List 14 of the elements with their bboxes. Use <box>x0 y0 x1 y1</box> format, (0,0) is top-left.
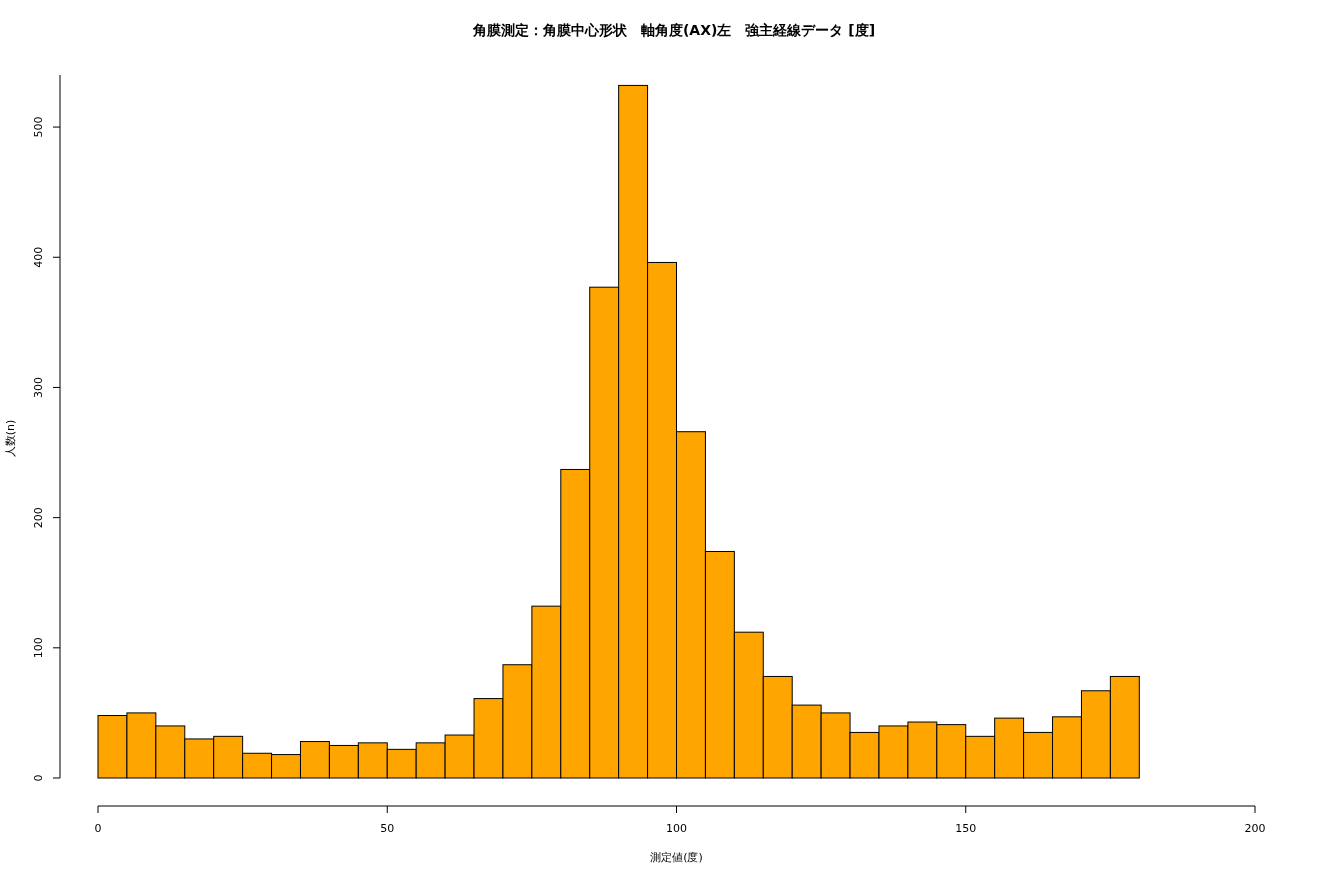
x-tick-label: 100 <box>666 822 687 835</box>
y-tick-label: 200 <box>32 507 45 529</box>
x-tick-label: 0 <box>94 822 102 835</box>
y-axis-title: 人数(n) <box>4 419 17 458</box>
y-tick-label: 100 <box>32 637 45 659</box>
x-tick-label: 150 <box>955 822 977 835</box>
chart-title: 角膜測定：角膜中心形状 軸角度(AX)左 強主経線データ [度] <box>471 22 876 38</box>
x-tick-label: 50 <box>380 822 395 835</box>
y-tick-label: 0 <box>32 774 45 782</box>
y-tick-label: 300 <box>32 376 45 398</box>
y-tick-label: 400 <box>32 246 45 268</box>
x-axis-title: 測定値(度) <box>650 851 703 864</box>
y-tick-label: 500 <box>32 116 45 138</box>
x-tick-label: 200 <box>1244 822 1266 835</box>
